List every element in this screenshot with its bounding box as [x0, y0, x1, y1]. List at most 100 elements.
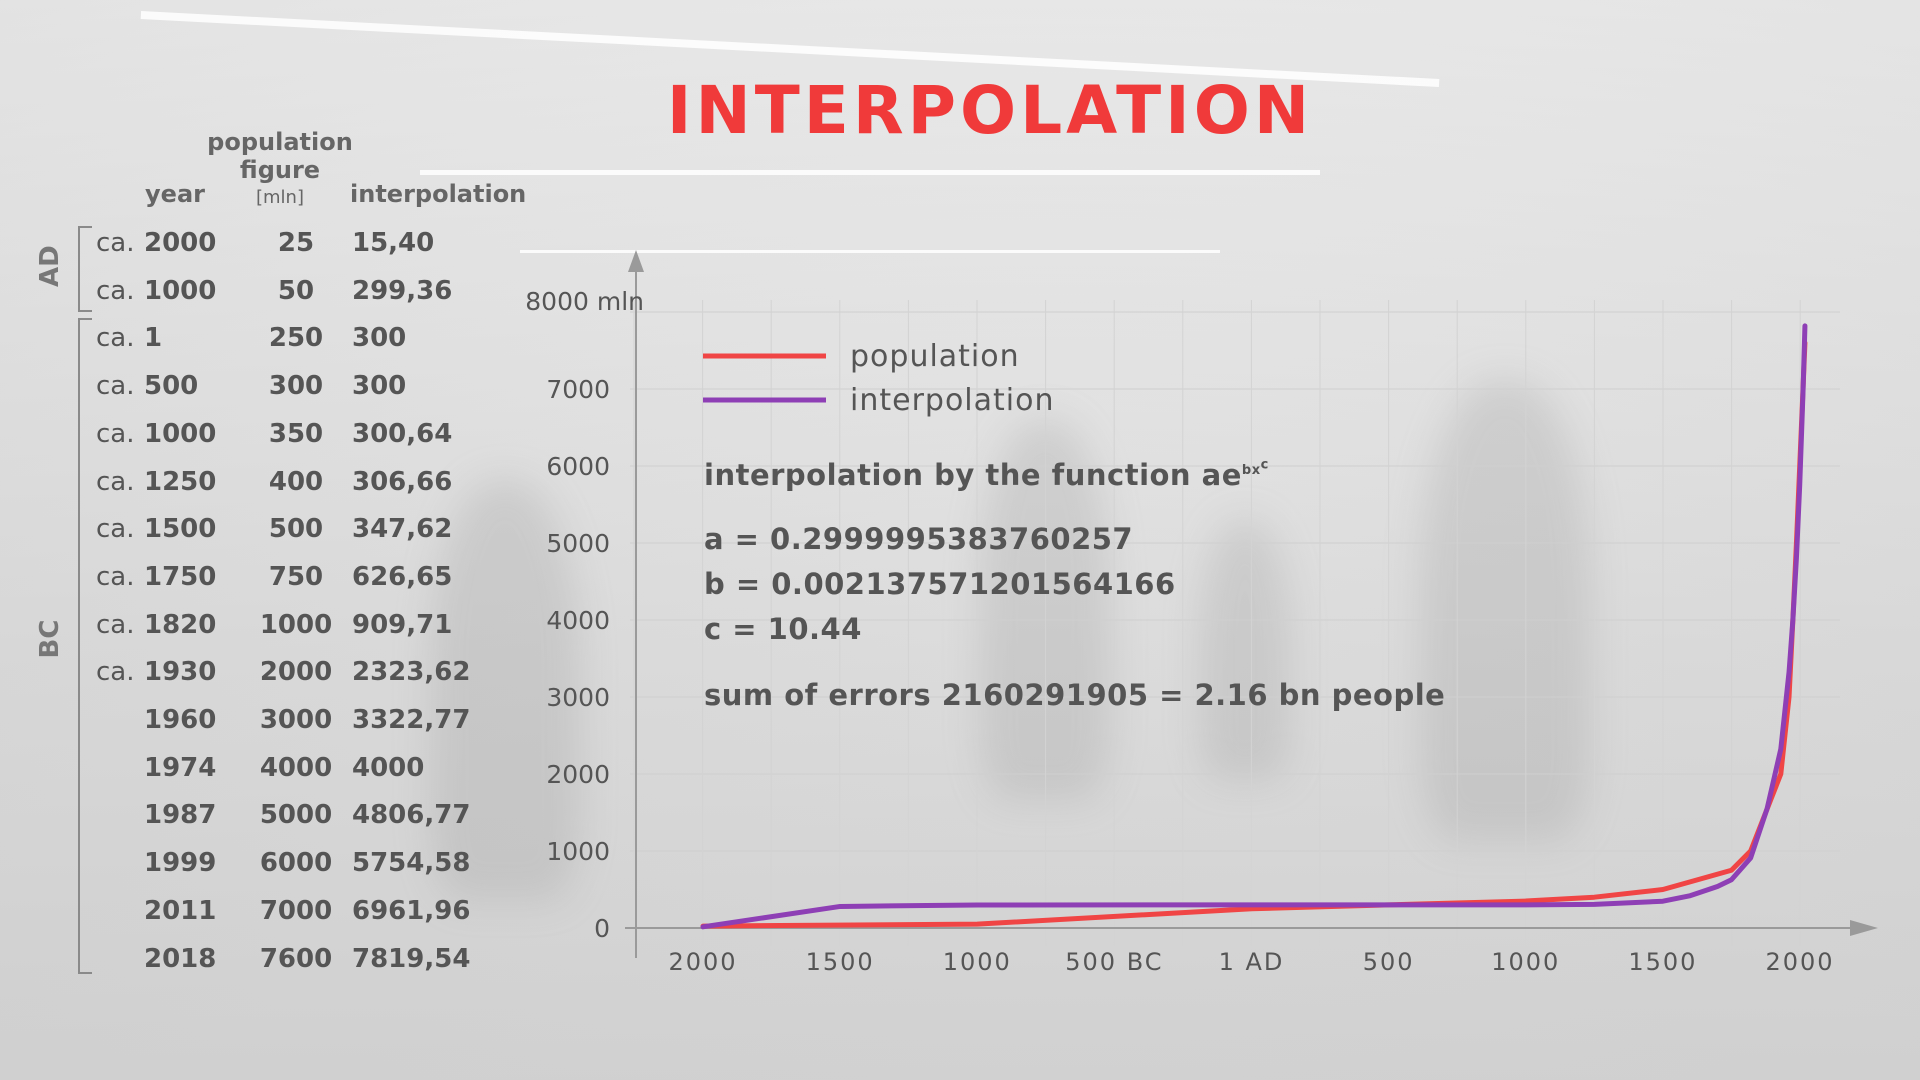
table-row: ca. 1000 350 300,64 [96, 419, 526, 459]
x-tick-label: 1000 [1491, 948, 1560, 976]
legend-label-population: population [850, 339, 1020, 374]
legend-label-interpolation: interpolation [850, 383, 1054, 418]
row-interpolation: 626,65 [352, 561, 453, 592]
row-population: 350 [268, 418, 324, 449]
row-population: 400 [268, 466, 324, 497]
y-tick-label: 2000 [546, 760, 610, 789]
row-year: 500 [144, 371, 199, 402]
row-population: 50 [277, 275, 315, 306]
series-line-interpolation [700, 323, 1808, 930]
row-population: 5000 [259, 800, 333, 831]
row-year: 2018 [144, 943, 217, 974]
table-row: ca. 1 250 300 [96, 323, 526, 363]
row-year: 2011 [144, 895, 217, 926]
row-year: 1500 [144, 514, 217, 545]
bc-bracket [78, 318, 92, 974]
header-year: year [145, 180, 205, 208]
row-population: 500 [268, 514, 324, 545]
row-population: 7000 [259, 895, 333, 926]
x-tick-label: 1500 [1628, 948, 1697, 976]
table-row: 1987 5000 4806,77 [96, 800, 526, 840]
row-interpolation: 300 [352, 323, 407, 354]
y-tick-label: 1000 [546, 837, 610, 866]
formula-a: a = 0.2999995383760257 [704, 522, 1134, 556]
row-prefix: ca. [96, 466, 135, 497]
header-population-line1: population [207, 128, 353, 156]
row-year: 1750 [144, 561, 217, 592]
row-population: 750 [268, 561, 324, 592]
row-year: 1999 [144, 848, 217, 879]
row-prefix: ca. [96, 561, 135, 592]
row-year: 1960 [144, 705, 217, 735]
x-tick-label: 2000 [668, 948, 737, 976]
row-interpolation: 300 [352, 371, 407, 402]
table-row: ca. 1500 500 347,62 [96, 514, 526, 554]
x-tick-label: 500 BC [1065, 948, 1163, 976]
table-row: 1974 4000 4000 [96, 753, 526, 793]
row-interpolation: 15,40 [352, 228, 435, 258]
row-interpolation: 4000 [352, 752, 425, 783]
row-prefix: ca. [96, 418, 135, 449]
y-tick-label: 3000 [546, 683, 610, 712]
row-year: 1974 [144, 752, 217, 783]
formula-c: c = 10.44 [704, 612, 862, 646]
table-row: ca. 2000 25 15,40 [96, 228, 526, 268]
row-interpolation: 3322,77 [352, 705, 471, 735]
row-year: 1250 [144, 466, 217, 497]
y-tick-label: 5000 [546, 529, 610, 558]
table-row: ca. 1000 50 299,36 [96, 276, 526, 316]
header-population: population figure [mln] [205, 128, 355, 212]
table-row: 1999 6000 5754,58 [96, 848, 526, 888]
row-population: 250 [268, 323, 324, 354]
row-interpolation: 909,71 [352, 609, 453, 640]
row-interpolation: 5754,58 [352, 848, 471, 879]
row-prefix: ca. [96, 275, 135, 306]
y-tick-label: 6000 [546, 452, 610, 481]
row-interpolation: 300,64 [352, 418, 453, 449]
row-year: 1930 [144, 657, 217, 688]
row-prefix: ca. [96, 228, 135, 258]
x-tick-label: 2000 [1765, 948, 1834, 976]
row-population: 6000 [259, 848, 333, 879]
formula-exponent-c: c [1260, 458, 1269, 474]
row-interpolation: 4806,77 [352, 800, 471, 831]
formula-intro: interpolation by the function aebxc [704, 458, 1269, 492]
x-tick-label: 1000 [943, 948, 1012, 976]
row-prefix: ca. [96, 323, 135, 354]
x-tick-label: 1 AD [1219, 948, 1285, 976]
series-line-population [700, 340, 1808, 929]
x-tick-label: 500 [1363, 948, 1415, 976]
row-population: 7600 [259, 943, 333, 974]
y-tick-label: 4000 [546, 606, 610, 635]
row-year: 1000 [144, 418, 217, 449]
formula-b: b = 0.002137571201564166 [704, 567, 1176, 601]
row-interpolation: 7819,54 [352, 943, 471, 974]
y-tick-label: 8000 mln [525, 287, 644, 316]
row-interpolation: 347,62 [352, 514, 453, 545]
row-year: 2000 [144, 228, 217, 258]
y-axis-arrow [628, 250, 644, 272]
formula-intro-text: interpolation by the function ae [704, 458, 1242, 492]
row-population: 2000 [259, 657, 333, 688]
header-population-unit: [mln] [256, 187, 304, 208]
row-prefix: ca. [96, 609, 135, 640]
row-population: 4000 [259, 752, 333, 783]
table-row: ca. 1750 750 626,65 [96, 562, 526, 602]
header-population-line2: figure [239, 156, 321, 184]
y-tick-label: 7000 [546, 375, 610, 404]
formula-exponent: bxc [1241, 458, 1269, 479]
row-year: 1 [144, 323, 163, 354]
row-population: 1000 [259, 609, 333, 640]
table-row: 1960 3000 3322,77 [96, 705, 526, 745]
table-row: ca. 500 300 300 [96, 371, 526, 411]
row-population: 3000 [259, 705, 333, 735]
row-interpolation: 299,36 [352, 275, 453, 306]
table-row: ca. 1250 400 306,66 [96, 467, 526, 507]
row-interpolation: 306,66 [352, 466, 453, 497]
table-row: ca. 1820 1000 909,71 [96, 610, 526, 650]
row-year: 1987 [144, 800, 217, 831]
table-row: 2018 7600 7819,54 [96, 944, 526, 984]
row-prefix: ca. [96, 514, 135, 545]
row-interpolation: 6961,96 [352, 895, 471, 926]
formula-exponent-bx: bx [1241, 463, 1261, 479]
